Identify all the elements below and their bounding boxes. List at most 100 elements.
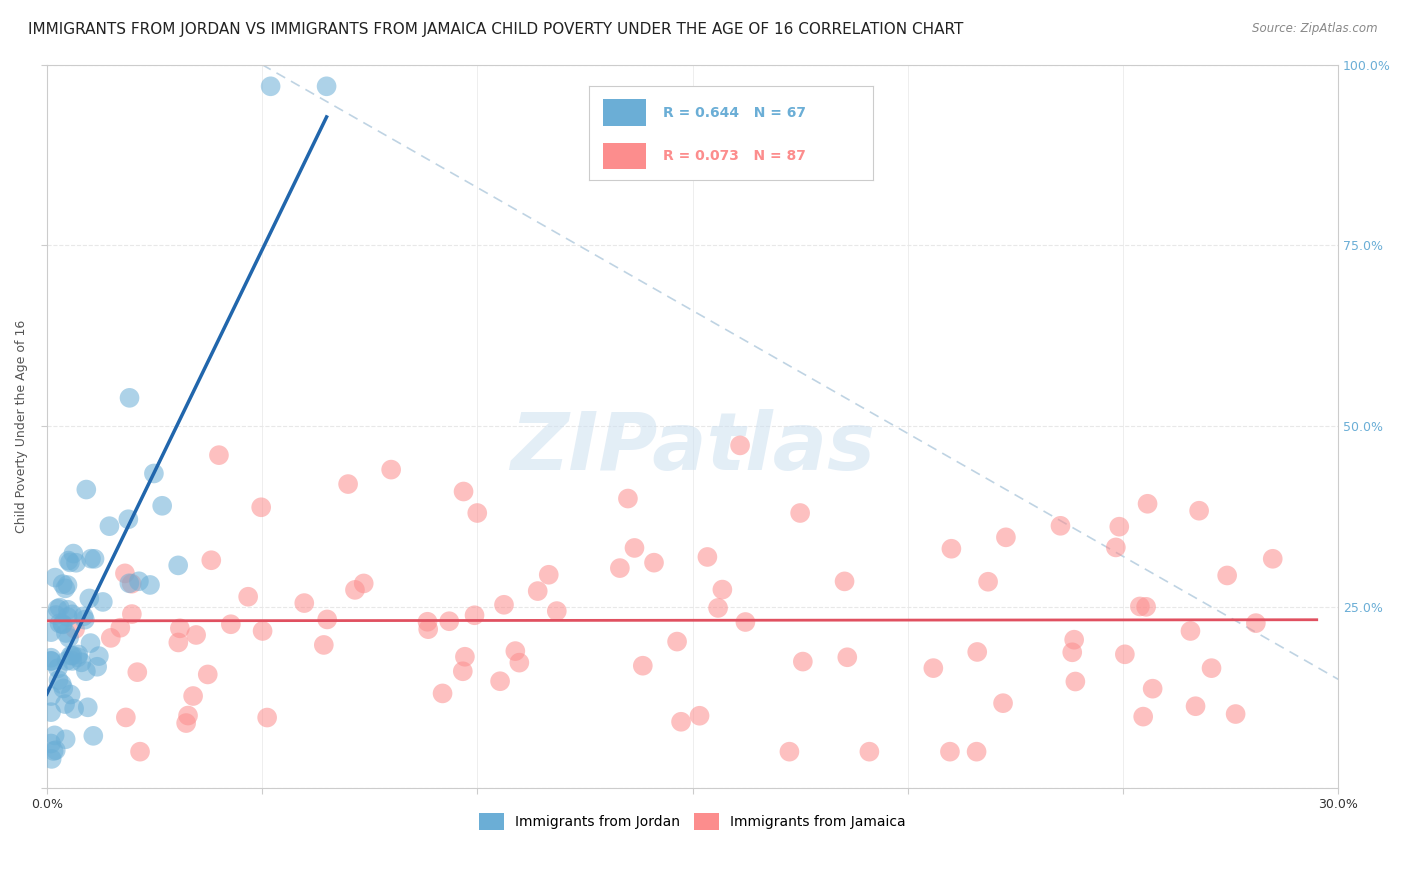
Point (623, 541, 645, 555)
Point (39, 625, 62, 640)
Point (48, 616, 70, 631)
Point (60, 607, 83, 622)
Point (696, 549, 718, 564)
Point (707, 601, 730, 615)
Point (1184, 699, 1206, 714)
Point (1180, 624, 1202, 638)
Point (453, 484, 475, 499)
Point (380, 462, 402, 476)
Point (631, 658, 654, 673)
Point (292, 596, 315, 610)
Point (792, 655, 814, 669)
Point (55, 626, 77, 640)
Text: ZIPatlas: ZIPatlas (510, 409, 875, 487)
Point (56, 609, 79, 624)
Point (62, 547, 84, 561)
Point (1261, 551, 1284, 566)
Point (537, 567, 560, 582)
Point (181, 689, 204, 703)
Point (1135, 599, 1157, 614)
Point (169, 621, 191, 635)
Point (465, 506, 488, 520)
Point (1136, 497, 1159, 511)
Point (118, 576, 141, 591)
Point (86, 659, 108, 673)
Point (643, 556, 665, 570)
Point (174, 716, 197, 731)
Point (72, 609, 94, 624)
Point (75, 664, 97, 678)
Point (922, 661, 945, 675)
Point (59, 648, 82, 663)
Point (52, 577, 75, 591)
Point (1105, 541, 1128, 555)
Point (1062, 645, 1084, 659)
Point (966, 645, 988, 659)
Point (65, 556, 87, 570)
Point (58, 553, 80, 567)
Point (432, 686, 454, 700)
Point (197, 667, 219, 681)
Point (60, 648, 83, 663)
Point (52, 617, 75, 632)
Point (79, 591, 101, 606)
Point (115, 710, 138, 724)
Point (63, 622, 86, 636)
Point (167, 635, 190, 649)
Point (142, 467, 165, 481)
Point (58, 631, 80, 645)
Point (250, 500, 273, 515)
Point (83, 552, 105, 566)
Point (977, 574, 1000, 589)
Point (1064, 674, 1087, 689)
Point (44, 571, 66, 585)
Point (55, 654, 77, 668)
Point (994, 530, 1017, 544)
Point (728, 438, 751, 452)
Point (734, 615, 756, 629)
Point (48, 600, 70, 615)
Point (44, 728, 66, 742)
Point (546, 604, 568, 618)
Point (1244, 616, 1267, 631)
Point (39, 654, 62, 668)
Point (52, 681, 75, 696)
Point (75, 483, 97, 497)
Point (312, 638, 335, 652)
Point (67, 648, 90, 662)
Point (451, 665, 474, 679)
Legend: Immigrants from Jordan, Immigrants from Jamaica: Immigrants from Jordan, Immigrants from … (474, 807, 911, 835)
Point (150, 499, 173, 513)
Point (70, 656, 93, 670)
Point (41, 752, 63, 766)
Point (53, 582, 76, 596)
Text: IMMIGRANTS FROM JORDAN VS IMMIGRANTS FROM JAMAICA CHILD POVERTY UNDER THE AGE OF: IMMIGRANTS FROM JORDAN VS IMMIGRANTS FRO… (28, 22, 963, 37)
Point (939, 745, 962, 759)
Point (82, 729, 104, 743)
Point (121, 576, 143, 591)
Point (789, 506, 811, 520)
Point (966, 745, 988, 759)
Point (991, 696, 1014, 710)
Point (59, 555, 82, 569)
Point (55, 732, 77, 747)
Point (259, 79, 281, 94)
Point (1108, 519, 1130, 533)
Point (184, 628, 207, 642)
Point (53, 697, 76, 711)
Point (1129, 599, 1152, 614)
Point (439, 614, 461, 628)
Point (39, 705, 62, 719)
Point (177, 708, 200, 723)
Point (100, 631, 122, 645)
Point (98, 519, 121, 533)
Point (127, 665, 149, 680)
Point (129, 745, 152, 759)
Point (1142, 681, 1164, 696)
Point (110, 621, 132, 635)
Point (1063, 632, 1085, 647)
Point (219, 617, 242, 632)
Point (117, 512, 139, 526)
Point (1114, 648, 1136, 662)
Point (139, 578, 162, 592)
